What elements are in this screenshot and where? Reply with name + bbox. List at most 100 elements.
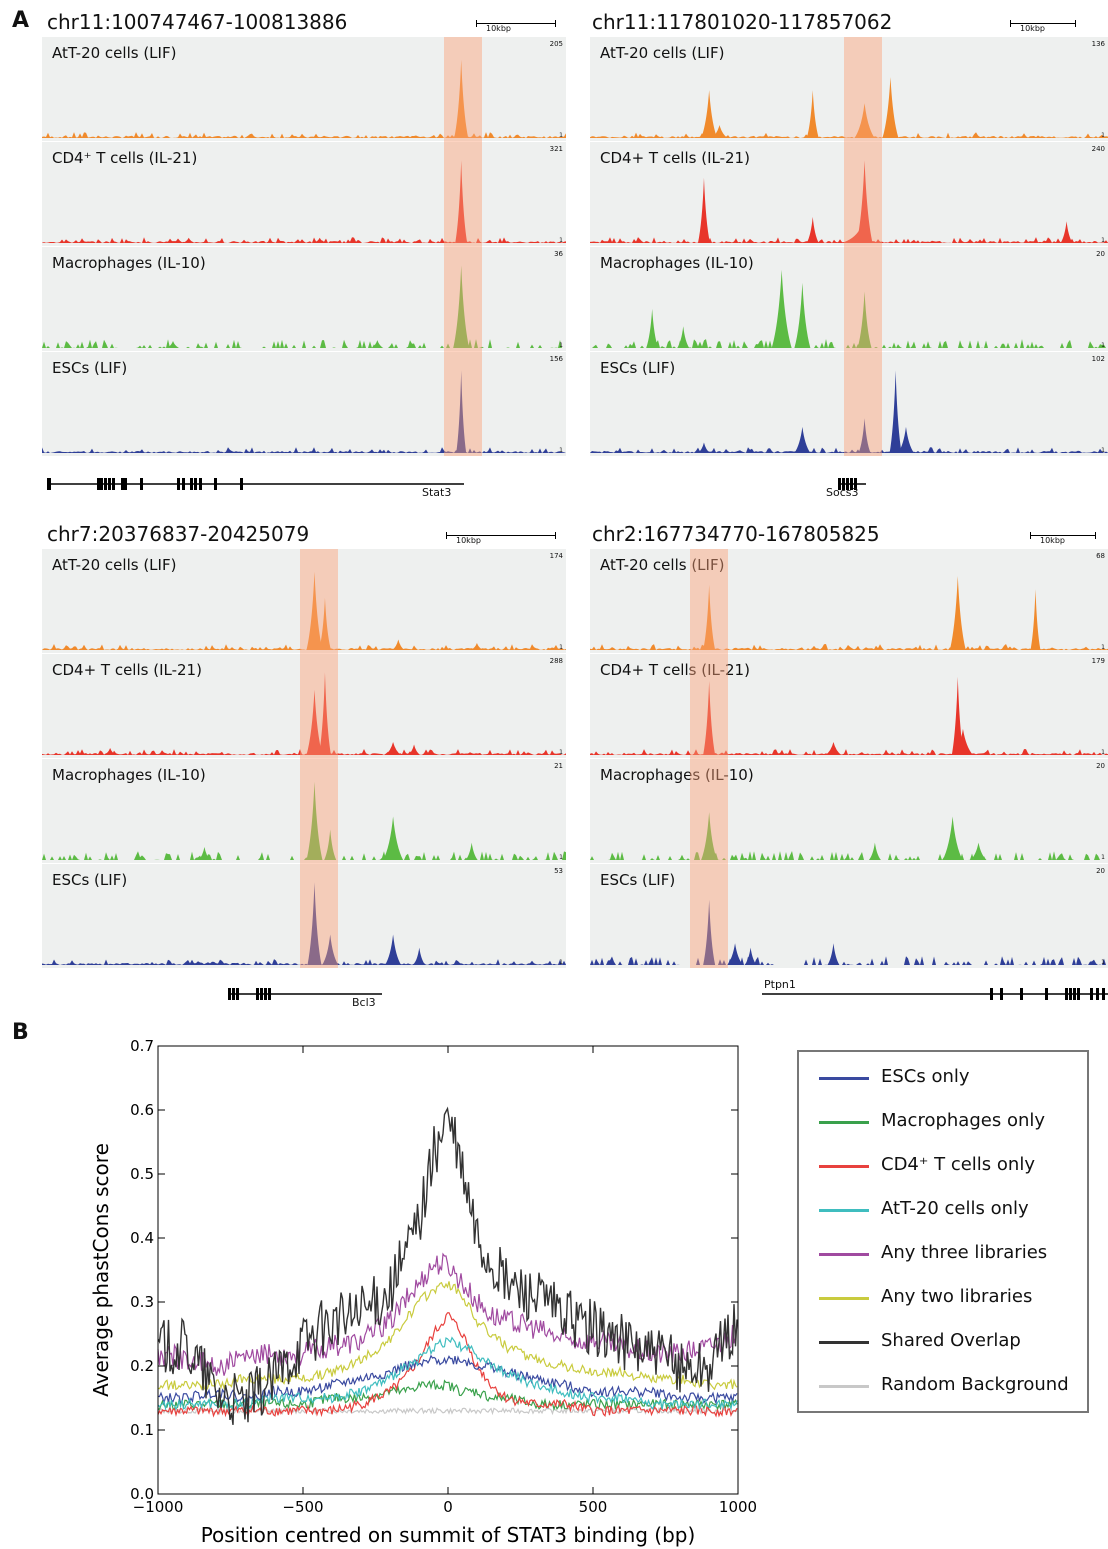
gene-exon bbox=[1000, 988, 1003, 1000]
coverage-peak bbox=[858, 418, 871, 453]
coverage-peak bbox=[897, 426, 914, 453]
stat3-peak-highlight bbox=[300, 549, 338, 968]
track-max-value: 68 bbox=[1096, 552, 1105, 560]
scale-bar-label: 10kbp bbox=[456, 536, 481, 545]
gene-exon bbox=[854, 478, 857, 490]
track-name: Macrophages (IL-10) bbox=[52, 254, 206, 272]
coverage-peak bbox=[318, 672, 331, 755]
track-max-value: 36 bbox=[554, 250, 563, 258]
coverage-track: AtT-20 cells (LIF) 136 1 bbox=[590, 37, 1108, 141]
gene-exon bbox=[842, 478, 845, 490]
track-min-value: 1 bbox=[1101, 342, 1105, 349]
y-tick-label: 0.5 bbox=[130, 1165, 154, 1183]
coverage-peak bbox=[646, 308, 659, 348]
track-min-value: 1 bbox=[1101, 959, 1105, 966]
coverage-plot bbox=[42, 160, 566, 243]
track-name: ESCs (LIF) bbox=[600, 359, 676, 377]
track-name: AtT-20 cells (LIF) bbox=[600, 556, 725, 574]
track-max-value: 321 bbox=[549, 145, 563, 153]
gene-exon bbox=[104, 478, 107, 490]
coverage-track: ESCs (LIF) 20 1 bbox=[590, 864, 1108, 968]
coverage-track: AtT-20 cells (LIF) 68 1 bbox=[590, 549, 1108, 653]
scale-bar: 10kbp bbox=[1010, 20, 1076, 33]
track-min-value: 1 bbox=[559, 447, 563, 454]
gene-exon bbox=[228, 988, 231, 1000]
gene-exon bbox=[1077, 988, 1080, 1000]
coverage-peak bbox=[408, 744, 421, 755]
coverage-plot bbox=[42, 781, 566, 860]
track-min-value: 1 bbox=[559, 959, 563, 966]
coverage-noise bbox=[590, 339, 1108, 348]
x-tick-label: −500 bbox=[282, 1498, 323, 1516]
legend-swatch bbox=[819, 1385, 869, 1388]
stat3-peak-highlight bbox=[444, 37, 482, 456]
track-min-value: 1 bbox=[1101, 237, 1105, 244]
track-min-value: 1 bbox=[1101, 749, 1105, 756]
gene-exon bbox=[268, 988, 271, 1000]
coverage-peak bbox=[470, 643, 483, 650]
y-tick-label: 0.1 bbox=[130, 1421, 154, 1439]
track-max-value: 20 bbox=[1096, 762, 1105, 770]
stat3-peak-highlight bbox=[690, 549, 728, 968]
coverage-peak bbox=[392, 639, 405, 650]
track-min-value: 1 bbox=[1101, 447, 1105, 454]
coverage-peak bbox=[703, 899, 716, 965]
track-min-value: 1 bbox=[559, 854, 563, 861]
y-tick-label: 0.0 bbox=[130, 1485, 154, 1503]
track-name: AtT-20 cells (LIF) bbox=[52, 556, 177, 574]
coverage-peak bbox=[306, 571, 323, 650]
track-name: CD4+ T cells (IL-21) bbox=[600, 661, 750, 679]
coverage-peak bbox=[318, 597, 331, 650]
scale-bar: 10kbp bbox=[446, 532, 556, 545]
coverage-plot bbox=[42, 882, 566, 965]
track-name: AtT-20 cells (LIF) bbox=[600, 44, 725, 62]
coverage-noise bbox=[590, 644, 1108, 650]
gene-exon bbox=[1065, 988, 1068, 1000]
track-max-value: 53 bbox=[554, 867, 563, 875]
coverage-noise bbox=[42, 644, 566, 650]
coverage-peak bbox=[324, 829, 337, 860]
gene-name: Stat3 bbox=[422, 486, 452, 499]
track-min-value: 1 bbox=[559, 644, 563, 651]
gene-exon bbox=[1069, 988, 1072, 1000]
coverage-noise bbox=[590, 749, 1108, 755]
gene-exon bbox=[124, 478, 127, 490]
scale-bar: 10kbp bbox=[1030, 532, 1096, 545]
coverage-plot bbox=[42, 672, 566, 755]
coverage-peak bbox=[454, 59, 469, 139]
track-max-value: 20 bbox=[1096, 250, 1105, 258]
x-tick-label: −1000 bbox=[133, 1498, 184, 1516]
coverage-plot bbox=[590, 576, 1108, 650]
coverage-peak bbox=[455, 160, 468, 243]
y-tick-label: 0.2 bbox=[130, 1357, 154, 1375]
coverage-noise bbox=[42, 749, 566, 755]
gene-exon bbox=[194, 478, 197, 490]
gene-exon bbox=[1073, 988, 1076, 1000]
x-tick-label: 1000 bbox=[719, 1498, 757, 1516]
coverage-peak bbox=[198, 846, 211, 860]
coverage-noise bbox=[590, 447, 1108, 453]
y-tick-label: 0.4 bbox=[130, 1229, 154, 1247]
scale-bar: 10kbp bbox=[476, 20, 556, 33]
gene-model: Bcl3 bbox=[42, 984, 566, 1014]
legend-label: AtT-20 cells only bbox=[881, 1198, 1029, 1219]
gene-exon bbox=[260, 988, 263, 1000]
phastcons-line-chart: 0.0 0.1 0.2 0.3 0.4 0.5 0.6 0.7 −1000 −500 0 500 100… bbox=[89, 1037, 757, 1547]
panel-b-label: B bbox=[12, 1020, 29, 1045]
coverage-noise bbox=[42, 237, 566, 243]
gene-exon bbox=[177, 478, 180, 490]
track-max-value: 179 bbox=[1091, 657, 1105, 665]
x-tick-label: 0 bbox=[443, 1498, 453, 1516]
coverage-peak bbox=[854, 103, 875, 138]
scale-bar-label: 10kbp bbox=[486, 24, 511, 33]
coverage-peak bbox=[841, 229, 878, 243]
coverage-noise bbox=[42, 447, 566, 453]
gene-exon bbox=[97, 478, 100, 490]
coverage-peak bbox=[307, 882, 322, 965]
gene-model: Ptpn1 bbox=[590, 978, 1108, 1014]
coverage-peak bbox=[385, 741, 402, 755]
legend-swatch bbox=[819, 1253, 869, 1256]
coverage-peak bbox=[383, 816, 404, 860]
coverage-peak bbox=[1060, 221, 1073, 243]
coverage-peak bbox=[306, 781, 323, 860]
